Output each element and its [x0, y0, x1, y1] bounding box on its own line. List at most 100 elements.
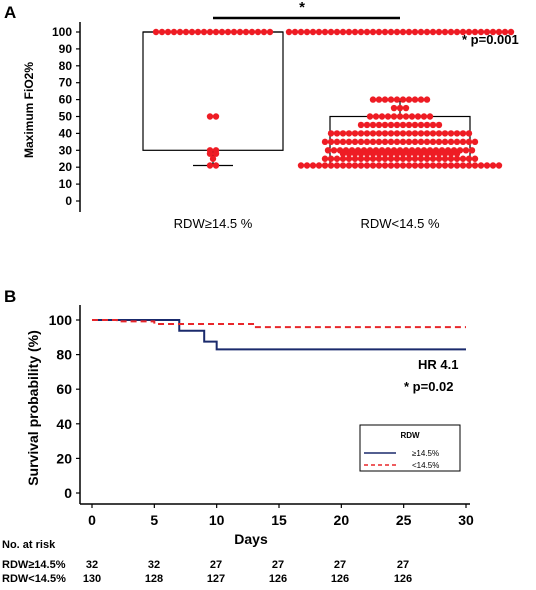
data-point	[399, 150, 407, 157]
data-point	[411, 150, 419, 157]
data-point	[387, 28, 395, 36]
data-point	[393, 155, 401, 162]
data-point	[381, 150, 389, 157]
data-point	[429, 28, 437, 36]
data-point	[393, 121, 401, 129]
data-point	[315, 28, 323, 36]
data-point	[333, 138, 341, 146]
risk-table-cell: 126	[394, 573, 412, 585]
data-point	[429, 121, 437, 129]
data-point	[405, 150, 413, 157]
data-point	[396, 113, 404, 120]
category-label-low-rdw: RDW<14.5 %	[360, 216, 440, 231]
data-point	[414, 113, 422, 120]
risk-table-cells: 32 32 27 27 27 27 130 128 127 126 126 126	[83, 559, 412, 585]
data-point	[369, 96, 377, 103]
data-point	[333, 162, 341, 169]
panel-b-y-tick-label: 20	[56, 450, 72, 466]
data-point	[441, 28, 449, 36]
data-point	[468, 147, 476, 154]
data-point	[351, 130, 359, 137]
data-point	[462, 147, 470, 154]
data-point	[321, 155, 329, 162]
panel-b-y-tick-label: 100	[49, 312, 73, 328]
panel-a-y-tick-label: 0	[65, 194, 72, 208]
data-point	[357, 121, 365, 129]
data-point	[330, 147, 338, 154]
data-point	[411, 162, 419, 169]
data-point	[435, 28, 443, 36]
data-point	[435, 150, 443, 157]
data-point	[417, 121, 425, 129]
data-point	[194, 28, 202, 36]
data-point	[402, 104, 410, 112]
data-point	[399, 28, 407, 36]
data-point	[339, 130, 347, 137]
data-point	[381, 28, 389, 36]
data-point	[459, 138, 467, 146]
data-point	[417, 138, 425, 146]
data-point	[507, 28, 515, 36]
data-point	[429, 138, 437, 146]
data-point	[441, 150, 449, 157]
panel-b-x-tick-label: 30	[458, 512, 474, 528]
data-point	[375, 155, 383, 162]
data-point	[429, 130, 437, 137]
data-point	[405, 162, 413, 169]
data-point	[357, 150, 365, 157]
data-point	[489, 28, 497, 36]
data-point	[369, 138, 377, 146]
data-point	[384, 113, 392, 120]
data-point	[254, 28, 262, 36]
data-point	[375, 96, 383, 103]
data-point	[182, 28, 190, 36]
panel-a: A 0 10 20 30 40 50 60 70 80 90 100 Maximum FiO2% *…	[4, 0, 519, 231]
data-point	[489, 162, 497, 169]
data-point	[206, 162, 214, 169]
data-point	[369, 162, 377, 169]
data-point	[447, 138, 455, 146]
data-point	[399, 121, 407, 129]
data-point	[209, 155, 217, 162]
data-point	[399, 138, 407, 146]
data-point	[399, 96, 407, 103]
data-point	[408, 113, 416, 120]
data-point	[429, 155, 437, 162]
data-point	[447, 28, 455, 36]
data-point	[375, 130, 383, 137]
data-point	[459, 28, 467, 36]
data-point	[441, 162, 449, 169]
data-point	[327, 155, 335, 162]
data-point	[501, 28, 509, 36]
data-point	[411, 28, 419, 36]
data-point	[420, 113, 428, 120]
data-point	[327, 28, 335, 36]
data-point	[465, 130, 473, 137]
data-point	[471, 162, 479, 169]
data-point	[405, 155, 413, 162]
data-point	[369, 130, 377, 137]
data-point	[206, 113, 214, 120]
hazard-ratio-label: HR 4.1	[418, 357, 458, 372]
risk-table-cell: 27	[397, 559, 409, 571]
data-point	[303, 162, 311, 169]
data-point	[399, 162, 407, 169]
box	[142, 31, 284, 151]
data-point	[315, 162, 323, 169]
data-point	[411, 138, 419, 146]
data-point	[402, 113, 410, 120]
data-point	[327, 162, 335, 169]
panel-b-x-ticks: 0 5 10 15 20 25 30	[88, 504, 474, 528]
data-point	[435, 130, 443, 137]
data-point	[242, 28, 250, 36]
data-point	[459, 162, 467, 169]
data-point	[465, 28, 473, 36]
panel-b-x-tick-label: 5	[150, 512, 158, 528]
panel-a-y-tick-label: 40	[59, 126, 73, 140]
data-point	[333, 28, 341, 36]
panel-b-p-value: * p=0.02	[404, 379, 454, 394]
legend-label-high-rdw: ≥14.5%	[412, 449, 439, 458]
data-point	[309, 162, 317, 169]
data-point	[399, 130, 407, 137]
